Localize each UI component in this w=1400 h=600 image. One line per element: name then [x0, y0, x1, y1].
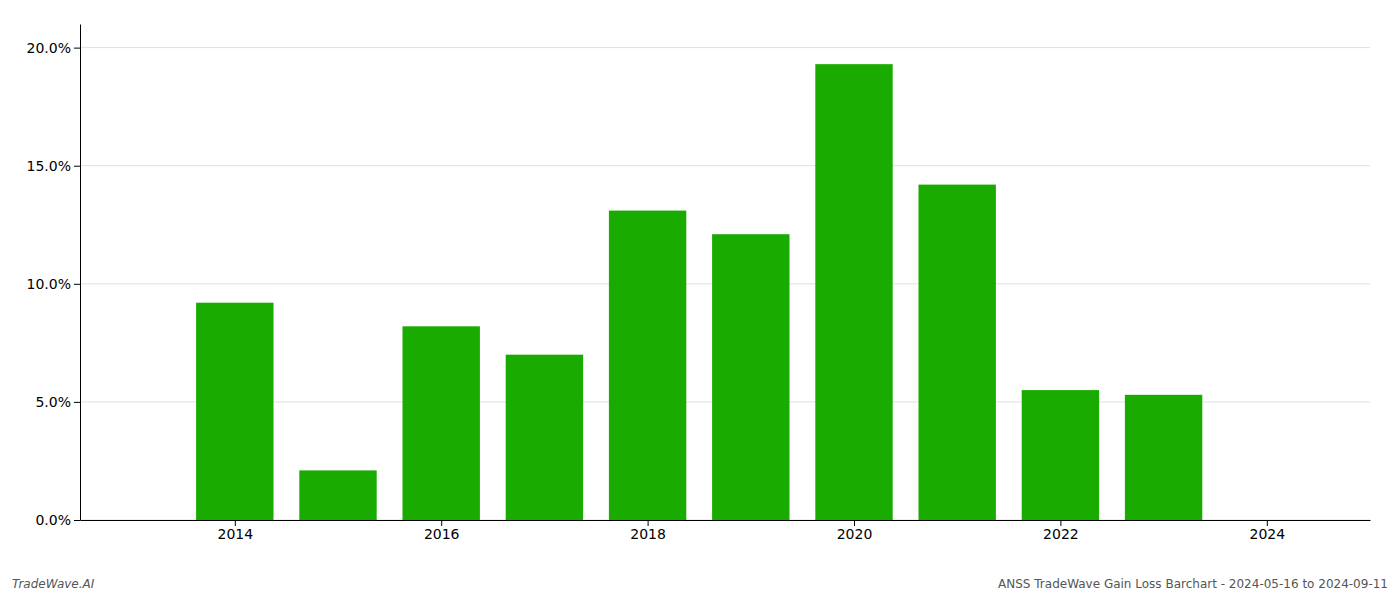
y-tick: 15.0% [27, 158, 80, 174]
bar [403, 326, 480, 520]
chart: 2014 2016 2018 2020 2022 2024 0.0% 5.0% 10.0% 15.… [0, 0, 1400, 600]
bars [196, 64, 1202, 520]
x-tick: 2018 [630, 520, 666, 542]
bar [299, 470, 376, 520]
y-axis: 0.0% 5.0% 10.0% 15.0% 20.0% [27, 25, 81, 528]
y-tick-mark [74, 48, 80, 49]
x-tick-label: 2024 [1249, 526, 1285, 542]
y-tick: 10.0% [27, 276, 80, 292]
bar [1022, 390, 1099, 520]
x-tick: 2014 [217, 520, 253, 542]
y-tick-label: 15.0% [27, 158, 71, 174]
y-tick-mark [74, 284, 80, 285]
y-tick-label: 20.0% [27, 40, 71, 56]
x-tick-label: 2022 [1043, 526, 1079, 542]
y-tick: 0.0% [35, 512, 80, 528]
x-tick-label: 2020 [837, 526, 873, 542]
grid-line [80, 165, 1370, 166]
grid-line [80, 47, 1370, 48]
y-tick-label: 5.0% [35, 394, 71, 410]
y-tick-mark [74, 166, 80, 167]
bar [506, 355, 583, 520]
x-axis: 2014 2016 2018 2020 2022 2024 [81, 520, 1371, 542]
x-tick: 2022 [1043, 520, 1079, 542]
y-tick: 5.0% [35, 394, 80, 410]
x-tick-label: 2018 [630, 526, 666, 542]
bar [609, 211, 686, 520]
bar [815, 64, 892, 520]
y-tick-label: 0.0% [35, 512, 71, 528]
y-tick-mark [74, 520, 80, 521]
bar [712, 234, 789, 520]
y-tick-label: 10.0% [27, 276, 71, 292]
bar [919, 185, 996, 520]
y-axis-line [80, 25, 81, 521]
footer-text: ANSS TradeWave Gain Loss Barchart - 2024… [998, 577, 1388, 591]
grid [80, 48, 1370, 520]
x-tick-label: 2016 [424, 526, 460, 542]
x-tick-label: 2014 [217, 526, 253, 542]
plot-area: 2014 2016 2018 2020 2022 2024 0.0% 5.0% 10.0% 15.… [27, 25, 1371, 542]
x-tick: 2020 [837, 520, 873, 542]
x-tick: 2016 [424, 520, 460, 542]
x-tick: 2024 [1249, 520, 1285, 542]
bar [196, 303, 273, 520]
bar [1125, 395, 1202, 520]
footer-text: TradeWave.AI [12, 577, 95, 591]
y-tick: 20.0% [27, 40, 80, 56]
x-axis-line [81, 520, 1371, 521]
y-tick-mark [74, 402, 80, 403]
